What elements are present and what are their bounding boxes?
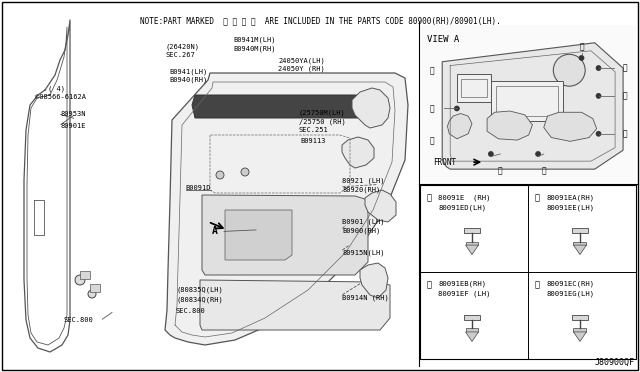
- Circle shape: [596, 131, 601, 136]
- Text: 80915N(LH): 80915N(LH): [342, 250, 385, 256]
- Text: 80091ED(LH): 80091ED(LH): [438, 204, 486, 211]
- Text: ( 4): ( 4): [48, 85, 65, 92]
- Text: ⓑ: ⓑ: [623, 64, 627, 73]
- Text: B0900(RH): B0900(RH): [342, 227, 381, 234]
- Polygon shape: [352, 88, 390, 128]
- Circle shape: [88, 290, 96, 298]
- Text: (80834Q(RH): (80834Q(RH): [176, 296, 223, 303]
- Text: ⓑ: ⓑ: [430, 66, 435, 75]
- Text: A: A: [211, 227, 218, 236]
- Text: SEC.800: SEC.800: [64, 317, 93, 323]
- Polygon shape: [465, 245, 479, 254]
- Text: B0940(RH): B0940(RH): [170, 77, 208, 83]
- Text: ⓒ: ⓒ: [430, 104, 435, 113]
- Bar: [461, 79, 487, 97]
- Text: ⓑ: ⓑ: [534, 193, 539, 202]
- Text: ⓒ: ⓒ: [541, 167, 546, 176]
- Text: 80091EB(RH): 80091EB(RH): [438, 281, 486, 288]
- Text: 80920(RH): 80920(RH): [342, 186, 381, 193]
- Text: /25750 (RH): /25750 (RH): [299, 118, 346, 125]
- Text: B0941(LH): B0941(LH): [170, 68, 208, 75]
- Text: J80900QF: J80900QF: [595, 357, 635, 366]
- Text: 24050Y (RH): 24050Y (RH): [278, 65, 325, 72]
- Text: NOTE:PART MARKED  ⓐ ⓑ ⓒ ⓓ  ARE INCLUDED IN THE PARTS CODE 80900(RH)/80901(LH).: NOTE:PART MARKED ⓐ ⓑ ⓒ ⓓ ARE INCLUDED IN…: [140, 16, 500, 25]
- Polygon shape: [573, 245, 586, 254]
- Circle shape: [75, 275, 85, 285]
- Bar: [420, 185, 636, 359]
- Polygon shape: [192, 95, 372, 118]
- Text: ⓒ: ⓒ: [623, 92, 627, 100]
- Bar: [573, 328, 586, 332]
- Polygon shape: [165, 73, 408, 345]
- Text: 80091EC(RH): 80091EC(RH): [546, 281, 595, 288]
- Text: VIEW A: VIEW A: [428, 35, 460, 44]
- Circle shape: [454, 106, 460, 111]
- Polygon shape: [360, 263, 388, 298]
- Bar: [464, 228, 480, 233]
- Text: B0941M(LH): B0941M(LH): [234, 36, 276, 43]
- Text: 24050YA(LH): 24050YA(LH): [278, 57, 325, 64]
- Text: 80901E: 80901E: [61, 124, 86, 129]
- Bar: [572, 228, 588, 233]
- Text: FRONT: FRONT: [433, 158, 456, 167]
- Text: ⓒ: ⓒ: [426, 280, 431, 289]
- Text: B0940M(RH): B0940M(RH): [234, 45, 276, 52]
- Polygon shape: [544, 112, 596, 141]
- Text: 80091E  (RH): 80091E (RH): [438, 194, 491, 201]
- Bar: [573, 241, 586, 245]
- Text: (26420N): (26420N): [165, 43, 199, 50]
- Text: B0914N (RH): B0914N (RH): [342, 294, 389, 301]
- Text: 80953N: 80953N: [61, 111, 86, 117]
- Text: (80835Q(LH): (80835Q(LH): [176, 287, 223, 294]
- Circle shape: [579, 55, 584, 60]
- Bar: [421, 25, 636, 182]
- Polygon shape: [225, 210, 292, 260]
- Text: SEC.267: SEC.267: [165, 52, 195, 58]
- Text: SEC.251: SEC.251: [299, 127, 328, 133]
- Polygon shape: [342, 137, 374, 168]
- Polygon shape: [202, 195, 368, 275]
- Polygon shape: [447, 113, 472, 139]
- Polygon shape: [573, 332, 586, 341]
- Polygon shape: [442, 43, 623, 169]
- Text: 80091EA(RH): 80091EA(RH): [546, 194, 595, 201]
- Text: B0901 (LH): B0901 (LH): [342, 219, 385, 225]
- Polygon shape: [465, 332, 479, 341]
- Text: B09113: B09113: [301, 138, 326, 144]
- Text: ⓒ: ⓒ: [498, 167, 502, 176]
- Text: B0091D: B0091D: [186, 185, 211, 191]
- Bar: [465, 328, 479, 332]
- Text: 80921 (LH): 80921 (LH): [342, 178, 385, 185]
- Text: ⓓ: ⓓ: [534, 280, 539, 289]
- Text: SEC.800: SEC.800: [176, 308, 205, 314]
- Circle shape: [536, 151, 541, 157]
- Circle shape: [488, 151, 493, 157]
- Text: ⓓ: ⓓ: [623, 129, 627, 138]
- Bar: [465, 241, 479, 245]
- Circle shape: [241, 168, 249, 176]
- Polygon shape: [200, 280, 390, 330]
- Bar: [80, 271, 90, 279]
- Bar: [572, 315, 588, 320]
- Polygon shape: [487, 111, 532, 140]
- Bar: [457, 74, 491, 102]
- Text: ⓐ: ⓐ: [426, 193, 431, 202]
- Circle shape: [216, 171, 224, 179]
- Text: ⓓ: ⓓ: [430, 137, 435, 146]
- Text: 80091EG(LH): 80091EG(LH): [546, 291, 595, 298]
- Circle shape: [596, 65, 601, 71]
- Circle shape: [554, 54, 585, 86]
- Text: 80091EE(LH): 80091EE(LH): [546, 204, 595, 211]
- Text: 80091EF (LH): 80091EF (LH): [438, 291, 491, 298]
- Bar: [496, 86, 557, 116]
- Text: ©08566-6162A: ©08566-6162A: [35, 94, 86, 100]
- Polygon shape: [365, 190, 396, 222]
- Bar: [464, 315, 480, 320]
- Text: (25750M(LH): (25750M(LH): [299, 110, 346, 116]
- Text: ⓐ: ⓐ: [579, 42, 584, 51]
- Circle shape: [596, 93, 601, 98]
- Bar: [491, 81, 563, 121]
- Bar: [90, 284, 100, 292]
